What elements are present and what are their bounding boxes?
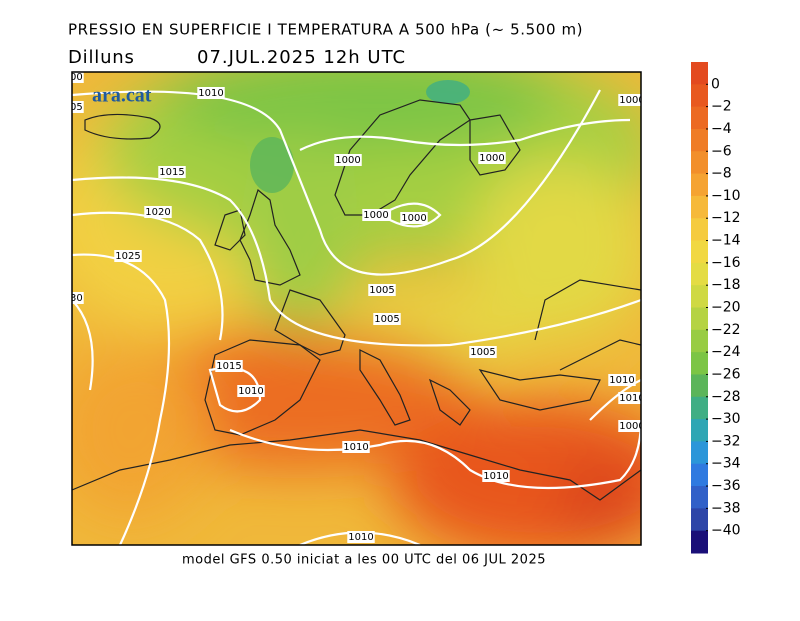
colorbar-swatch [691,463,708,487]
colorbar-label: −40 [711,523,741,539]
isobar-label: 1010 [343,442,368,453]
colorbar-swatch [691,441,708,465]
colorbar-label: −24 [711,344,741,360]
footer: model GFS 0.50 iniciat a les 00 UTC del … [182,553,546,568]
isobar-label: 1005 [369,285,394,296]
isobar-label: 1005 [374,314,399,325]
colorbar-swatch [691,173,708,197]
isobar-label: 1000 [619,95,644,106]
colorbar-swatch [691,218,708,242]
isobar-label-bg [618,420,641,432]
isobar-label: 1025 [115,251,140,262]
isobar-label-bg [482,470,510,482]
colorbar-swatch [691,396,708,420]
isobar-label-bg [368,284,396,296]
colorbar-swatch [691,419,708,442]
colorbar-swatch [691,128,708,152]
isobar-label: 1000 [335,155,360,166]
isobar-label-bg [334,154,362,166]
title: PRESSIO EN SUPERFICIE I TEMPERATURA A 50… [68,21,583,39]
isobar-label: 1010 [483,471,508,482]
colorbar-swatch [691,329,708,353]
isobar-label: 1005 [470,347,495,358]
colorbar-label: −16 [711,255,741,271]
isobar-label-bg [618,392,641,404]
isobar-label: 1015 [159,167,184,178]
colorbar-swatch [691,240,708,264]
isobar-label-bg [72,101,84,113]
colorbar-swatch [691,262,708,286]
colorbar-label: −18 [711,277,741,293]
colorbar-swatch [691,84,708,108]
colorbar-swatch [691,352,708,375]
isobar-label-bg [72,72,84,83]
isobar-label-bg [347,531,375,543]
colorbar-swatch [691,285,708,308]
colorbar-label: −2 [711,99,732,115]
colorbar-label: 0 [711,76,720,92]
isobar-label-bg [469,346,497,358]
colorbar-label: −14 [711,233,741,249]
colorbar-swatch [691,508,708,532]
isobar-label-bg [618,94,641,106]
colorbar-label: −36 [711,478,741,494]
map: 1000 1005 1010 1015 1020 1025 1030 1000 1000 1000… [57,72,644,545]
isobar-label: 1015 [216,361,241,372]
isobar-label-bg [237,385,265,397]
isobar-label: 1005 [57,102,82,113]
isobar-label-bg [608,374,636,386]
colorbar-label: −6 [711,143,732,159]
colorbar-label: −8 [711,166,732,182]
colorbar-label: −30 [711,411,741,427]
day: Dilluns [68,47,135,68]
isobar-label-bg [72,292,84,304]
isobar-label: 1000 [401,213,426,224]
isobar-label: 1000 [479,153,504,164]
colorbar-swatch [691,307,708,331]
isobar-label: 1010 [198,88,223,99]
colorbar-label: −12 [711,210,741,226]
isobar-label: 1000 [363,210,388,221]
isobar-label: 1000 [57,72,82,83]
isobar-label-bg [144,206,172,218]
colorbar-swatch [691,62,708,85]
isobar-label: 1010 [238,386,263,397]
isobar-label-bg [114,250,142,262]
isobar-label: 1010 [348,532,373,543]
colorbar: 0 −2 −4 −6 −8 −10 −12 −14 −16 −18 −20 −22 −24 −26 −28 −… [691,62,741,554]
isobar-label-bg [478,152,506,164]
colorbar-label: −34 [711,456,741,472]
colorbar-label: −20 [711,300,741,316]
map-frame [71,71,642,546]
logo: ara.cat [92,85,152,107]
colorbar-swatch [691,486,708,509]
isobar-label: 1010 [619,393,644,404]
colorbar-swatch [691,151,708,175]
colorbar-swatch [691,195,708,219]
colorbar-label: −4 [711,121,732,137]
colorbar-swatch [691,374,708,398]
isobar-label-bg [197,87,225,99]
isobar-label: 1010 [609,375,634,386]
isobar-label: 1030 [57,293,82,304]
colorbar-label: −32 [711,433,741,449]
isobar-label-bg [362,209,390,221]
colorbar-label: −26 [711,366,741,382]
colorbar-swatch [691,530,708,554]
date: 07.JUL.2025 12h UTC [197,47,406,68]
isobar-label-bg [342,441,370,453]
isobar-label: 1020 [145,207,170,218]
colorbar-label: −28 [711,389,741,405]
colorbar-swatch [691,106,708,130]
isobar-label-bg [400,212,428,224]
isobar-label-bg [158,166,186,178]
isobar-label-bg [373,313,401,325]
colorbar-label: −22 [711,322,741,338]
colorbar-label: −10 [711,188,741,204]
isobar-label: 1000 [619,421,644,432]
isobar-label-bg [215,360,243,372]
colorbar-label: −38 [711,500,741,516]
